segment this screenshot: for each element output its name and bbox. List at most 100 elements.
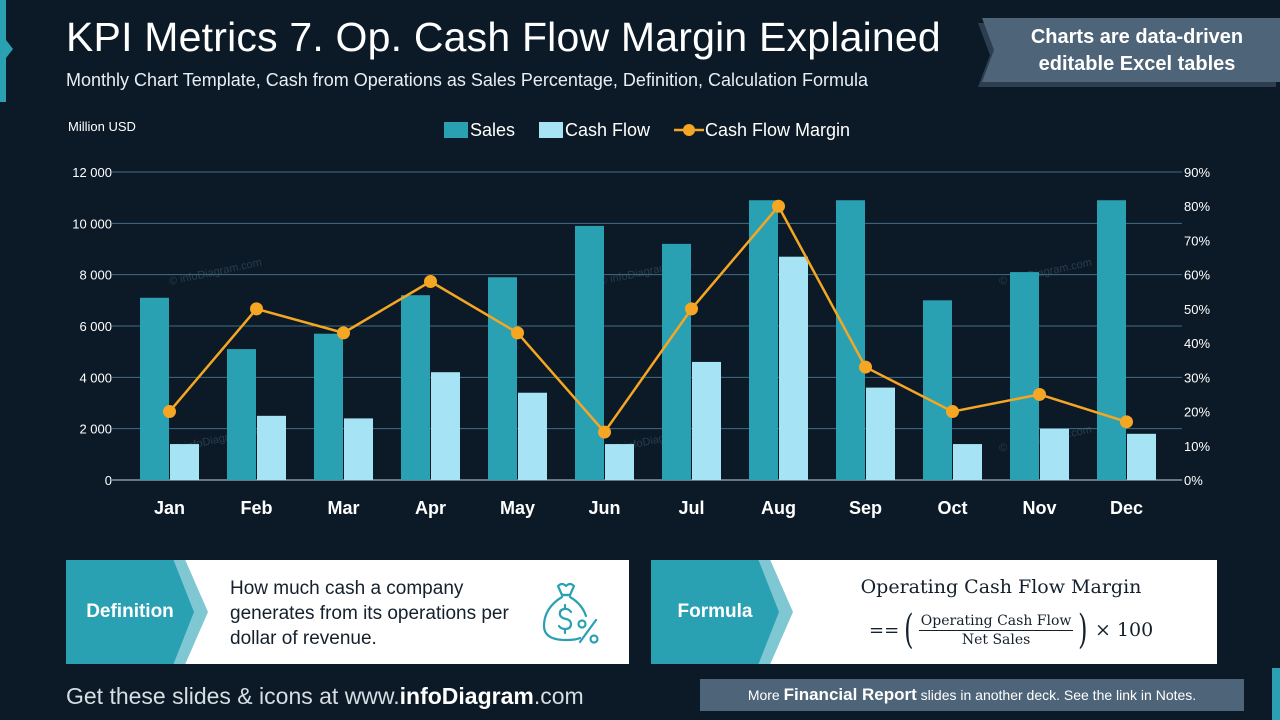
formula-numerator: Operating Cash Flow (918, 612, 1074, 631)
bar-sales-aug (749, 200, 778, 480)
x-tick-label: Jun (588, 498, 620, 518)
point-margin-may (511, 326, 524, 340)
bar-cashflow-dec (1127, 433, 1156, 480)
bar-sales-nov (1010, 272, 1039, 480)
x-tick-label: Sep (849, 498, 882, 518)
y-tick-label: 10 000 (72, 216, 112, 231)
formula-title: Operating Cash Flow Margin (860, 576, 1142, 598)
definition-tag (66, 560, 194, 664)
point-margin-nov (1033, 387, 1046, 401)
kpi-chart: © infoDiagram.com © infoDiagram.com © info… (68, 119, 1210, 518)
x-tick-label: Dec (1110, 498, 1143, 518)
footer-promo-brand: infoDiagram (399, 683, 534, 709)
bar-cashflow-jun (605, 444, 634, 480)
bar-cashflow-oct (953, 444, 982, 480)
y2-tick-label: 10% (1184, 439, 1210, 454)
bar-sales-apr (401, 295, 430, 480)
bar-cashflow-nov (1040, 428, 1069, 480)
bar-cashflow-jan (170, 444, 199, 480)
bar-sales-dec (1097, 200, 1126, 480)
point-margin-jul (685, 302, 698, 316)
point-margin-oct (946, 405, 959, 419)
footer-promo-prefix: Get these slides & icons at www. (66, 683, 400, 709)
bar-sales-jul (662, 243, 691, 480)
left-accent-bar (0, 0, 6, 102)
bar-cashflow-sep (866, 387, 895, 480)
legend-label-sales: Sales (470, 120, 515, 140)
left-accent-arrow (6, 40, 13, 58)
y2-tick-label: 90% (1184, 165, 1210, 180)
definition-text: How much cash a company generates from i… (230, 578, 509, 649)
bar-sales-may (488, 277, 517, 480)
y2-tick-label: 80% (1184, 199, 1210, 214)
x-tick-label: Mar (327, 498, 359, 518)
point-margin-mar (337, 326, 350, 340)
formula-expression: == ( Operating Cash Flow Net Sales ) × 1… (869, 608, 1153, 652)
formula-tag (651, 560, 779, 664)
formula-label: Formula (677, 601, 753, 622)
bar-cashflow-aug (779, 256, 808, 480)
point-margin-aug (772, 199, 785, 213)
bar-sales-oct (923, 300, 952, 480)
footer-more-link[interactable]: More Financial Report slides in another … (700, 679, 1244, 711)
y-tick-label: 8 000 (79, 268, 112, 283)
money-bag-percent-icon (542, 582, 599, 644)
bar-cashflow-may (518, 392, 547, 480)
x-tick-label: Aug (761, 498, 796, 518)
legend-label-margin: Cash Flow Margin (705, 120, 850, 140)
legend-marker-margin (683, 124, 695, 136)
legend-swatch-cashflow (539, 122, 563, 138)
footer-more-suffix: slides in another deck. See the link in … (916, 687, 1197, 703)
formula-fraction: Operating Cash Flow Net Sales (917, 613, 1076, 648)
formula-denominator: Net Sales (961, 631, 1031, 648)
y-tick-label: 12 000 (72, 165, 112, 180)
footer-promo-suffix: .com (533, 683, 584, 709)
definition-card: Definition How much cash a company gener… (66, 560, 629, 664)
page-subtitle: Monthly Chart Template, Cash from Operat… (66, 70, 869, 90)
badge-background (982, 18, 1280, 82)
x-tick-label: May (500, 498, 535, 518)
y2-tick-label: 0% (1184, 473, 1203, 488)
data-driven-badge: Charts are data-driven editable Excel ta… (978, 18, 1280, 87)
y2-tick-label: 30% (1184, 370, 1210, 385)
y2-tick-label: 40% (1184, 336, 1210, 351)
legend-label-cashflow: Cash Flow (565, 120, 651, 140)
formula-close-paren: ) (1078, 607, 1088, 653)
formula-open-paren: ( (904, 607, 914, 653)
x-tick-label: Feb (240, 498, 272, 518)
bar-cashflow-apr (431, 372, 460, 480)
definition-label: Definition (86, 601, 174, 622)
x-tick-label: Jan (154, 498, 185, 518)
bar-cashflow-jul (692, 361, 721, 480)
x-tick-label: Oct (937, 498, 967, 518)
bar-sales-jan (140, 297, 169, 480)
bar-cashflow-mar (344, 418, 373, 480)
footer-more-bold: Financial Report (783, 685, 917, 704)
point-margin-jun (598, 425, 611, 439)
point-margin-apr (424, 275, 437, 289)
badge-line-1: Charts are data-driven (1030, 26, 1244, 48)
y2-tick-label: 20% (1184, 405, 1210, 420)
watermark-0: © infoDiagram.com (168, 257, 263, 288)
x-tick-label: Apr (415, 498, 446, 518)
y2-tick-label: 50% (1184, 302, 1210, 317)
bar-sales-mar (314, 333, 343, 480)
legend-swatch-sales (444, 122, 468, 138)
bar-cashflow-feb (257, 415, 286, 480)
line-cash-flow-margin (168, 204, 1127, 435)
bar-sales-jun (575, 225, 604, 480)
footer-more-prefix: More (747, 687, 784, 703)
page-title: KPI Metrics 7. Op. Cash Flow Margin Expl… (66, 14, 941, 60)
y-tick-label: 0 (105, 473, 112, 488)
badge-line-2: editable Excel tables (1038, 53, 1236, 75)
y-axis-title: Million USD (68, 119, 136, 134)
y2-tick-label: 60% (1184, 268, 1210, 283)
footer-promo: Get these slides & icons at www.infoDiag… (66, 683, 584, 710)
formula-multiplier: × 100 (1095, 619, 1154, 641)
y2-tick-label: 70% (1184, 233, 1210, 248)
y-tick-label: 2 000 (79, 422, 112, 437)
point-margin-jan (163, 405, 176, 419)
y-tick-label: 4 000 (79, 370, 112, 385)
bar-sales-feb (227, 349, 256, 480)
formula-equals: == (869, 619, 900, 641)
